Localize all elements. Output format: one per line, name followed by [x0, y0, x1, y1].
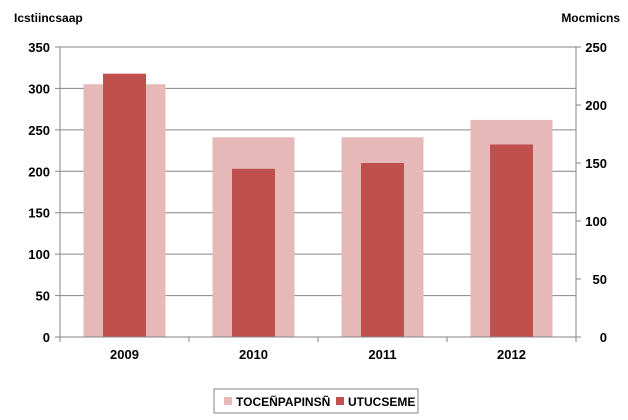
legend-swatch: [224, 397, 232, 405]
left-tick-label: 250: [28, 123, 50, 138]
legend: TOCEÑPAPINSÑ UTUCSEME: [213, 388, 419, 414]
axes: 350 300 250 200 150 100 50 0 250 200 150 100 50 0 2009…: [28, 40, 607, 362]
left-tick-label: 150: [28, 206, 50, 221]
left-tick-label: 200: [28, 164, 50, 179]
bar-utucseme-2009: [103, 73, 146, 338]
left-tick-label: 50: [36, 289, 50, 304]
right-tick-label: 50: [593, 272, 607, 287]
x-tick-label: 2010: [239, 347, 268, 362]
left-tick-label: 0: [43, 330, 50, 345]
bar-utucseme-2010: [232, 168, 275, 337]
right-tick-label: 100: [585, 214, 607, 229]
right-tick-label: 250: [585, 40, 607, 55]
bar-utucseme-2011: [361, 163, 404, 337]
left-tick-label: 300: [28, 81, 50, 96]
x-tick-label: 2011: [368, 347, 396, 362]
left-tick-label: 350: [28, 40, 50, 55]
legend-label: TOCEÑPAPINSÑ: [236, 394, 330, 409]
right-axis-title: Mocmicns: [561, 11, 620, 25]
right-tick-label: 200: [585, 98, 607, 113]
legend-swatch: [336, 397, 344, 405]
right-tick-label: 150: [585, 156, 607, 171]
left-tick-label: 100: [28, 247, 50, 262]
right-tick-label: 0: [600, 330, 607, 345]
left-axis-title: Icstiincsaap: [14, 11, 83, 25]
legend-label: UTUCSEME: [348, 395, 415, 409]
bars: [83, 73, 553, 338]
x-tick-label: 2012: [497, 347, 526, 362]
x-tick-label: 2009: [110, 347, 139, 362]
bar-utucseme-2012: [490, 144, 533, 337]
legend-box: [213, 388, 419, 414]
